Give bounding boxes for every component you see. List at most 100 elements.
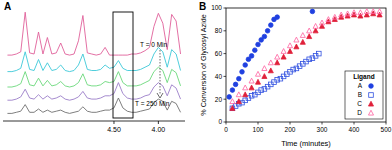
point: [253, 48, 258, 53]
point: [307, 57, 312, 62]
y-tick: [224, 99, 227, 100]
point: [291, 67, 296, 72]
point: [262, 34, 267, 39]
x-tick-label: 500: [381, 126, 392, 133]
point: [313, 28, 318, 33]
arrow-head: [157, 93, 163, 98]
point: [345, 11, 350, 16]
point: [255, 79, 260, 84]
x-axis: [3, 121, 185, 122]
x-axis-label: Time (minutes): [281, 139, 331, 148]
point: [262, 66, 267, 71]
x-tick: [354, 122, 355, 125]
y-tick-label: 100: [211, 4, 222, 11]
y-tick: [224, 76, 227, 77]
point: [236, 99, 241, 104]
point: [268, 68, 273, 73]
point: [351, 10, 356, 15]
x-tick-label: 100: [253, 126, 264, 133]
point: [243, 63, 248, 68]
point: [294, 44, 299, 49]
y-tick-label: 40: [215, 73, 223, 80]
x-tick-label: 300: [317, 126, 328, 133]
point: [281, 54, 286, 59]
point: [317, 51, 322, 56]
x-tick-label: 0: [224, 126, 228, 133]
point: [256, 42, 261, 47]
x-tick: [226, 122, 227, 125]
spectrum: [7, 67, 180, 87]
spectrum: [7, 98, 180, 113]
point: [275, 78, 280, 83]
panel-title: A: [4, 1, 11, 12]
point: [326, 17, 331, 22]
x-tick-label: 200: [285, 126, 296, 133]
point: [259, 88, 264, 93]
x-tick: [258, 122, 259, 125]
legend: LigandABCD: [345, 71, 383, 119]
point: [319, 20, 324, 25]
point: [358, 10, 363, 15]
annotation: T = 0 Min: [140, 41, 168, 48]
y-tick-label: 0: [218, 118, 222, 125]
point: [227, 95, 232, 100]
point: [275, 60, 280, 65]
point: [240, 70, 245, 75]
legend-marker: [368, 110, 373, 115]
point: [243, 85, 248, 90]
point: [243, 92, 248, 97]
x-tick: [158, 121, 159, 124]
spectrum: [7, 47, 180, 71]
point: [275, 15, 280, 20]
legend-marker: [369, 84, 374, 89]
point: [294, 37, 299, 42]
y-tick-label: 80: [215, 27, 223, 34]
legend-marker: [368, 101, 373, 106]
point: [275, 54, 280, 59]
x-tick: [113, 121, 114, 124]
legend-label: C: [357, 100, 362, 107]
spectrum: [7, 83, 180, 101]
point: [249, 54, 254, 59]
point: [230, 88, 235, 93]
legend-marker: [369, 93, 374, 98]
point: [230, 99, 235, 104]
legend-label: A: [358, 82, 363, 89]
point: [255, 71, 260, 76]
point: [265, 29, 270, 34]
legend-label: D: [357, 109, 362, 116]
x-tick: [386, 122, 387, 125]
highlight-box: [113, 12, 133, 118]
point: [377, 9, 382, 14]
point: [310, 9, 315, 14]
plot-frame: [226, 8, 386, 122]
point: [339, 12, 344, 17]
point: [233, 82, 238, 87]
y-tick: [224, 122, 227, 123]
spectrum: [7, 12, 180, 55]
point: [300, 33, 305, 38]
y-tick: [224, 53, 227, 54]
time-arrow: [160, 50, 161, 95]
point: [307, 28, 312, 33]
y-axis-label: % Conversion of Glycosyl Azide: [199, 14, 208, 115]
point: [237, 76, 242, 81]
point: [269, 23, 274, 28]
x-tick-label: 400: [349, 126, 360, 133]
points: [227, 9, 382, 111]
x-tick: [322, 122, 323, 125]
point: [268, 60, 273, 65]
point: [332, 14, 337, 19]
panel-title: B: [199, 1, 206, 12]
annotation: T = 250 Min: [135, 100, 170, 107]
point: [249, 93, 254, 98]
point: [249, 78, 254, 83]
y-tick: [224, 8, 227, 9]
legend-label: B: [358, 91, 362, 98]
point: [307, 34, 312, 39]
point: [249, 85, 254, 90]
y-tick: [224, 30, 227, 31]
point: [281, 49, 286, 54]
x-tick-label: 4.50: [107, 126, 121, 133]
point: [287, 49, 292, 54]
